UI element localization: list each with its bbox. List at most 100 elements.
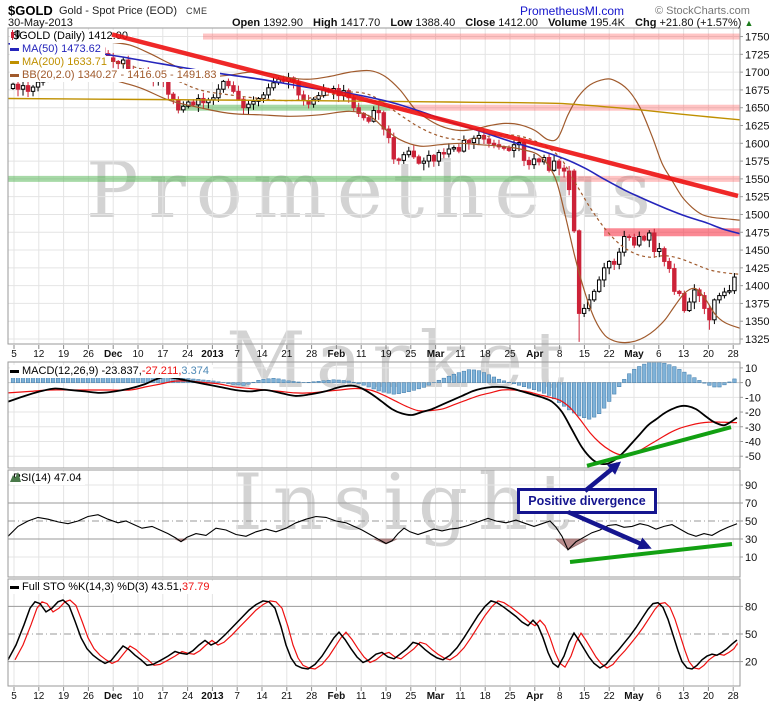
- ma200-legend-row: MA(200) 1633.71: [10, 56, 111, 69]
- svg-text:Dec: Dec: [104, 349, 123, 360]
- svg-text:6: 6: [656, 691, 662, 702]
- svg-text:Feb: Feb: [328, 691, 346, 702]
- stockcharts-copyright-link[interactable]: © StockCharts.com: [655, 5, 750, 17]
- svg-text:30: 30: [745, 534, 757, 546]
- ma50-line-icon: [10, 47, 19, 51]
- close-label: Close: [465, 17, 496, 29]
- svg-text:28: 28: [728, 349, 740, 360]
- svg-text:14: 14: [256, 691, 268, 702]
- high-value: 1417.70: [340, 17, 381, 29]
- chg-label: Chg: [635, 17, 657, 29]
- svg-text:11: 11: [455, 691, 466, 702]
- svg-text:5: 5: [11, 349, 17, 360]
- exchange-label: CME: [186, 6, 208, 16]
- volume-value: 195.4K: [590, 17, 625, 29]
- svg-text:1425: 1425: [745, 263, 769, 275]
- macd-legend-row: MACD(12,26,9) -23.837, -27.211, 3.374: [10, 365, 213, 378]
- svg-text:0: 0: [745, 378, 751, 390]
- svg-text:12: 12: [33, 691, 45, 702]
- svg-text:8: 8: [557, 691, 563, 702]
- macd-line-icon: [10, 369, 19, 373]
- svg-text:1375: 1375: [745, 298, 769, 310]
- svg-text:28: 28: [306, 691, 318, 702]
- svg-text:1450: 1450: [745, 245, 769, 257]
- svg-text:70: 70: [745, 498, 757, 510]
- svg-text:22: 22: [604, 349, 616, 360]
- sto-legend-row: Full STO %K(14,3) %D(3) 43.51, 37.79: [10, 581, 214, 594]
- ticker-symbol: $GOLD: [8, 3, 53, 18]
- svg-text:1475: 1475: [745, 227, 769, 239]
- svg-text:-10: -10: [745, 392, 761, 404]
- svg-text:Apr: Apr: [526, 691, 543, 702]
- low-value: 1388.40: [415, 17, 456, 29]
- sto-d-value: 37.79: [181, 581, 210, 593]
- ma50-legend-row: MA(50) 1473.62: [10, 43, 105, 56]
- rsi-legend: RSI(14) 47.04: [10, 472, 86, 485]
- svg-text:26: 26: [83, 691, 95, 702]
- svg-text:50: 50: [745, 629, 757, 641]
- svg-text:19: 19: [380, 349, 392, 360]
- price-legend-title-row: $GOLD (Daily) 1412.00: [10, 30, 132, 43]
- svg-text:11: 11: [455, 349, 466, 360]
- svg-text:2013: 2013: [201, 691, 224, 702]
- svg-text:25: 25: [504, 349, 516, 360]
- rsi-legend-row: RSI(14) 47.04: [10, 472, 86, 485]
- bb-legend-row: BB(20,2.0) 1340.27 - 1416.05 - 1491.83: [10, 69, 221, 82]
- svg-text:80: 80: [745, 601, 757, 613]
- low-label: Low: [390, 17, 413, 29]
- svg-text:20: 20: [703, 691, 715, 702]
- ma200-legend: MA(200) 1633.71: [22, 56, 107, 68]
- positive-divergence-callout: Positive divergence: [517, 488, 657, 514]
- svg-text:10: 10: [745, 363, 757, 375]
- macd-legend: MACD(12,26,9) -23.837, -27.211, 3.374: [10, 365, 213, 378]
- svg-text:10: 10: [132, 349, 144, 360]
- ma50-legend: MA(50) 1473.62: [22, 43, 101, 55]
- price-legend: $GOLD (Daily) 1412.00 MA(50) 1473.62 MA(…: [10, 30, 221, 82]
- ma200-line-icon: [10, 60, 19, 64]
- svg-text:20: 20: [745, 657, 757, 669]
- chg-value: +21.80 (+1.57%): [659, 17, 742, 29]
- svg-text:50: 50: [745, 516, 757, 528]
- sto-values: Full STO %K(14,3) %D(3) 43.51,: [22, 581, 182, 593]
- svg-text:-30: -30: [745, 422, 761, 434]
- svg-text:90: 90: [745, 480, 757, 492]
- svg-text:-20: -20: [745, 407, 761, 419]
- svg-text:19: 19: [58, 691, 70, 702]
- svg-text:21: 21: [281, 691, 293, 702]
- sto-border: [7, 578, 741, 687]
- svg-text:1600: 1600: [745, 138, 769, 150]
- svg-text:15: 15: [579, 691, 591, 702]
- svg-text:25: 25: [405, 349, 417, 360]
- svg-text:7: 7: [234, 349, 240, 360]
- svg-text:Mar: Mar: [427, 349, 445, 360]
- prometheus-link[interactable]: PrometheusMI.com: [520, 4, 625, 18]
- open-value: 1392.90: [263, 17, 303, 29]
- macd-hist-value: 3.374: [181, 365, 209, 377]
- svg-text:18: 18: [480, 349, 492, 360]
- bb-line-icon: [10, 73, 19, 77]
- svg-text:1750: 1750: [745, 32, 769, 44]
- svg-text:10: 10: [745, 552, 757, 564]
- svg-text:28: 28: [728, 691, 740, 702]
- svg-text:19: 19: [58, 349, 70, 360]
- chart-date: 30-May-2013: [8, 17, 73, 29]
- svg-text:1400: 1400: [745, 281, 769, 293]
- rsi-panel: [7, 514, 738, 551]
- svg-text:15: 15: [579, 349, 591, 360]
- quote-bar: Open 1392.90 High 1417.70 Low 1388.40 Cl…: [232, 17, 753, 29]
- svg-text:1575: 1575: [745, 156, 769, 168]
- open-label: Open: [232, 17, 261, 29]
- svg-text:Feb: Feb: [328, 349, 346, 360]
- svg-text:7: 7: [234, 691, 240, 702]
- price-overlays: [7, 41, 741, 344]
- rsi-values: RSI(14) 47.04: [13, 472, 82, 484]
- svg-text:25: 25: [504, 691, 516, 702]
- svg-text:18: 18: [480, 691, 492, 702]
- svg-text:28: 28: [306, 349, 318, 360]
- svg-text:13: 13: [678, 349, 690, 360]
- svg-text:14: 14: [256, 349, 268, 360]
- svg-text:8: 8: [557, 349, 563, 360]
- svg-text:1325: 1325: [745, 334, 769, 346]
- svg-text:Apr: Apr: [526, 349, 543, 360]
- svg-text:11: 11: [356, 691, 367, 702]
